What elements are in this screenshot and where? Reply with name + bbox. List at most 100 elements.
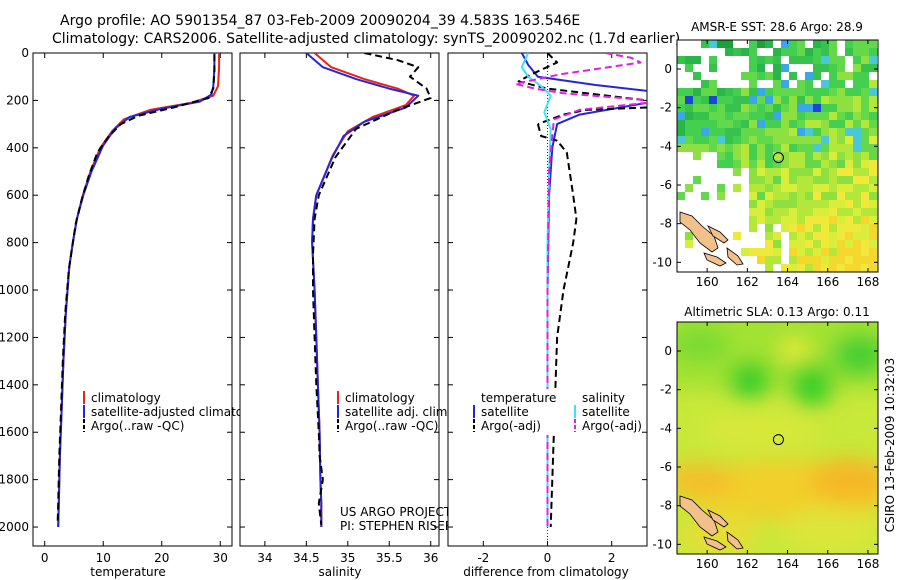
sst-cell [757,200,765,208]
series-line [517,53,647,102]
sla-map-title: Altimetric SLA: 0.13 Argo: 0.11 [684,305,869,319]
sst-cell [853,184,861,192]
sst-cell [757,104,765,112]
temperature-axes-frame [32,52,233,547]
sst-cell [773,168,781,176]
sst-cell [757,256,765,264]
sst-cell [677,96,685,104]
sst-cell [837,224,845,232]
sst-cell [677,56,685,64]
sst-cell [797,232,805,240]
sst-cell [733,104,741,112]
sst-cell [749,144,757,152]
sst-cell [805,256,813,264]
sst-cell [709,40,717,48]
sst-cell [789,160,797,168]
sla-blob [810,458,878,502]
sst-cell [797,160,805,168]
sst-cell [797,80,805,88]
sst-cell [789,176,797,184]
sst-cell [773,64,781,72]
sst-cell [725,96,733,104]
sst-cell [789,232,797,240]
sst-cell [773,152,781,160]
credit-line2: PI: STEPHEN RISER [340,519,453,533]
y-tick-label: -8 [660,499,672,513]
sst-cell [789,224,797,232]
sst-cell [813,216,821,224]
sst-cell [717,128,725,136]
y-tick-label: 800 [6,236,29,250]
sst-cell [821,208,829,216]
legend-label-argo: Argo(..raw -QC) [345,419,438,433]
sst-cell [869,208,877,216]
sst-cell [709,80,717,88]
sst-cell [717,152,725,160]
sst-cell [765,264,773,272]
y-tick-label: -8 [660,217,672,231]
sst-cell [797,176,805,184]
sla-blob [677,327,730,363]
sst-cell [757,96,765,104]
sst-cell [725,112,733,120]
sst-cell [805,56,813,64]
sla-blob [779,338,811,362]
sst-cell [805,176,813,184]
sst-cell [853,168,861,176]
sst-cell [685,144,693,152]
sst-cell [829,192,837,200]
sst-cell [845,104,853,112]
sst-cell [757,72,765,80]
sst-cell [813,192,821,200]
sst-cell [757,144,765,152]
sst-cell [781,152,789,160]
sst-cell [685,96,693,104]
sst-cell [813,232,821,240]
sst-cell [741,112,749,120]
x-tick-label: 164 [776,275,799,289]
sst-cell [829,88,837,96]
sst-map-frame [676,39,879,273]
sst-cell [853,264,861,272]
sst-cell [861,80,869,88]
sst-cell [765,120,773,128]
y-tick-label: -6 [660,460,672,474]
sla-blob [728,360,772,400]
sst-cell [789,136,797,144]
sst-cell [821,176,829,184]
sst-cell [813,88,821,96]
sst-cell [749,224,757,232]
sst-cell [845,200,853,208]
sst-cell [805,72,813,80]
sst-cell [829,128,837,136]
sst-cell [797,168,805,176]
sst-cell [845,264,853,272]
sst-cell [749,208,757,216]
sst-cell [797,152,805,160]
sst-cell [773,88,781,96]
y-tick-label: 0 [664,344,672,358]
sst-cell [845,48,853,56]
sst-cell [869,240,877,248]
sst-cell [805,232,813,240]
island-shape [679,495,719,537]
sst-cell [773,72,781,80]
sst-cell [845,208,853,216]
sst-cell [693,176,701,184]
sst-cell [845,88,853,96]
sst-cell [813,184,821,192]
sst-cell [757,216,765,224]
sst-cell [837,160,845,168]
sst-cell [837,96,845,104]
sst-cell [733,168,741,176]
sst-cell [821,232,829,240]
sst-cell [813,256,821,264]
sst-cell [797,96,805,104]
sst-cell [845,240,853,248]
sst-cell [829,80,837,88]
sst-cell [717,40,725,48]
sst-cell [845,72,853,80]
sst-cell [869,152,877,160]
sst-cell [725,136,733,144]
sst-cell [861,232,869,240]
